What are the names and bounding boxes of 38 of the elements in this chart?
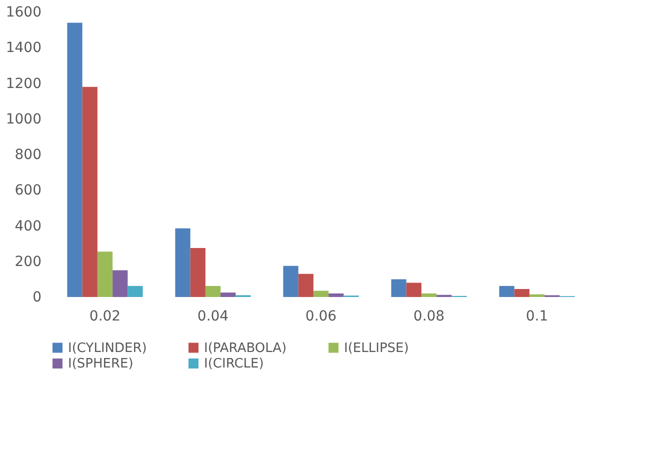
y-tick-label: 600 [14,182,42,199]
legend-label: I(ELLIPSE) [344,340,409,356]
bar [499,286,514,297]
y-tick-label: 1600 [6,4,42,20]
y-tick-label: 1400 [6,40,42,56]
bar [529,294,545,297]
bar [97,252,113,297]
bar [112,270,128,297]
bar [82,86,98,297]
bar [283,266,298,297]
bar [328,293,344,297]
legend-label: I(SPHERE) [68,356,134,372]
y-tick-label: 200 [14,254,42,270]
x-tick-label: 0.08 [413,308,445,324]
bar [421,293,437,297]
y-tick-label: 400 [14,218,42,234]
bar [67,22,82,297]
bar [220,292,236,297]
y-tick-label: 0 [32,290,42,306]
bar [298,274,314,297]
bar [205,286,221,297]
bar [313,290,329,297]
bar [514,288,530,297]
x-tick-label: 0.06 [305,308,337,324]
x-tick-label: 0.04 [197,308,229,324]
x-tick-label: 0.1 [526,308,548,324]
legend-label: I(CIRCLE) [204,356,264,372]
x-tick-label: 0.02 [89,308,121,324]
legend-label: I(CYLINDER) [68,340,147,356]
legend-label: I(PARABOLA) [204,340,287,356]
y-tick-label: 1200 [6,76,42,92]
bar [406,282,422,297]
y-tick-label: 800 [14,147,42,163]
bar [128,286,143,297]
y-tick-label: 1000 [6,111,42,128]
bar [391,279,406,297]
bar [190,248,206,297]
bar [175,228,190,297]
